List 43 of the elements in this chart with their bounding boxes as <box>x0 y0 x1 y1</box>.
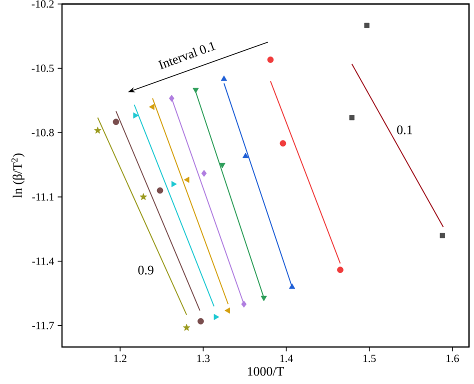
point <box>184 176 190 183</box>
y-tick-label: -10.5 <box>32 64 54 72</box>
annotation: 0.9 <box>138 266 154 275</box>
point <box>168 94 174 102</box>
point <box>220 76 228 81</box>
point <box>198 318 204 324</box>
annotation: Interval 0.1 <box>158 42 216 70</box>
point <box>242 152 249 158</box>
point <box>241 300 247 308</box>
point <box>133 112 139 119</box>
point <box>156 187 164 194</box>
x-tick-label: 1.3 <box>197 354 210 362</box>
point <box>219 162 226 168</box>
x-axis-title: 1000/T <box>248 367 284 376</box>
point <box>182 324 190 331</box>
point <box>214 314 220 320</box>
x-tick-label: 1.6 <box>446 354 459 362</box>
y-tick-label: -11.1 <box>32 193 54 201</box>
point <box>224 308 230 314</box>
point <box>171 181 177 188</box>
y-tick-label: -11.7 <box>32 322 54 330</box>
point <box>149 104 154 110</box>
point <box>337 266 344 274</box>
point <box>364 22 370 28</box>
y-tick-label: -10.2 <box>32 0 54 8</box>
y-tick-label: -10.8 <box>32 128 54 136</box>
point <box>112 118 120 126</box>
point <box>267 56 274 63</box>
point <box>280 140 286 147</box>
point <box>140 193 148 200</box>
x-tick-label: 1.2 <box>114 354 126 362</box>
point <box>201 170 207 177</box>
point <box>349 115 354 120</box>
y-axis-title: ln (β/T$^{2}$) <box>11 154 25 198</box>
point <box>94 126 102 134</box>
y-tick-label: -11.4 <box>32 258 54 265</box>
x-tick-label: 1.4 <box>280 354 293 362</box>
annotation: 0.1 <box>397 125 412 134</box>
point <box>260 296 267 302</box>
point <box>289 283 296 289</box>
x-tick-label: 1.5 <box>363 354 376 362</box>
point <box>192 88 199 94</box>
point <box>440 232 446 238</box>
